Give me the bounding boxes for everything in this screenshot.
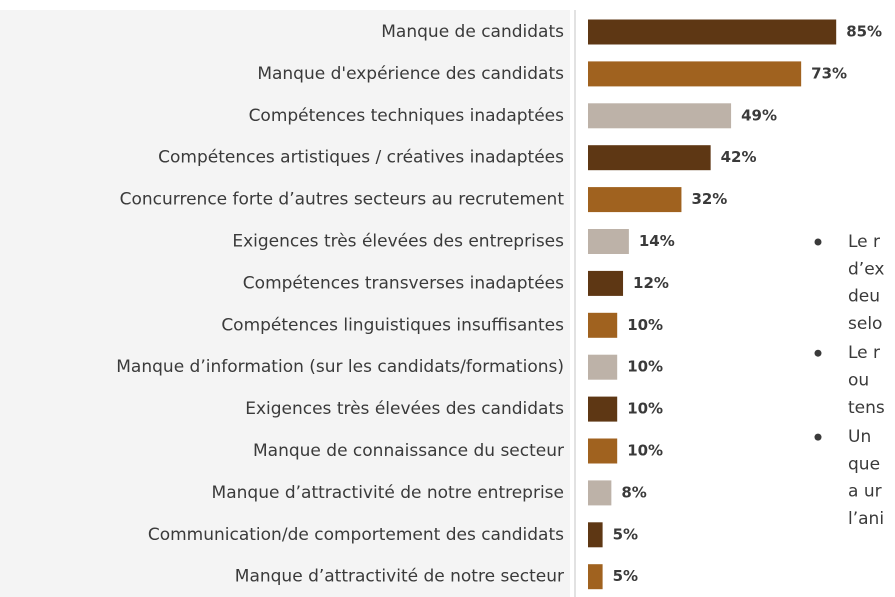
value-label: 10% [627, 358, 663, 376]
note-text: ou [848, 371, 869, 391]
bar [588, 229, 629, 254]
value-label: 42% [721, 148, 757, 166]
note-text: que [848, 454, 880, 474]
value-label: 14% [639, 232, 675, 250]
category-label: Compétences artistiques / créatives inad… [158, 148, 564, 168]
bar [588, 19, 837, 45]
note-text: selo [848, 314, 882, 334]
category-label: Communication/de comportement des candid… [148, 525, 564, 545]
bar [588, 145, 711, 171]
bullet [814, 349, 822, 357]
note-text: l’ani [848, 509, 884, 529]
note-text: Le r [848, 343, 880, 363]
bar [588, 312, 618, 338]
bullet [814, 433, 822, 441]
value-label: 5% [613, 525, 638, 543]
category-label: Compétences transverses inadaptées [243, 273, 564, 293]
bar [588, 480, 612, 506]
note-text: Un [848, 427, 871, 447]
note-text: tens [848, 398, 885, 418]
category-label: Concurrence forte d’autres secteurs au r… [120, 190, 565, 210]
category-label: Manque de candidats [381, 22, 564, 42]
value-label: 5% [613, 567, 638, 585]
value-label: 12% [633, 274, 669, 292]
bullet [814, 238, 822, 246]
bar [588, 61, 802, 87]
bar [588, 103, 732, 129]
category-label: Exigences très élevées des candidats [245, 399, 564, 419]
category-label: Exigences très élevées des entreprises [232, 232, 564, 252]
category-label: Compétences techniques inadaptées [249, 106, 565, 126]
category-label: Compétences linguistiques insuffisantes [221, 315, 564, 335]
bar [588, 354, 618, 380]
bar [588, 396, 618, 422]
note-text: d’ex [848, 259, 884, 279]
value-label: 10% [627, 442, 663, 460]
note-text: deu [848, 287, 880, 307]
bar [588, 522, 603, 548]
bar [588, 564, 603, 590]
note-text: Le r [848, 232, 880, 252]
category-label: Manque de connaissance du secteur [253, 441, 564, 461]
category-label: Manque d’attractivité de notre secteur [235, 567, 564, 587]
value-label: 10% [627, 400, 663, 418]
value-label: 32% [691, 190, 727, 208]
note-text: a ur [848, 482, 882, 502]
value-label: 73% [811, 64, 847, 82]
bar [588, 187, 682, 213]
value-label: 10% [627, 316, 663, 334]
value-label: 85% [846, 23, 882, 41]
label-panel [0, 10, 570, 597]
bar [588, 270, 624, 296]
category-label: Manque d’information (sur les candidats/… [116, 357, 564, 377]
value-label: 49% [741, 106, 777, 124]
category-label: Manque d’attractivité de notre entrepris… [212, 483, 564, 503]
value-label: 8% [621, 483, 646, 501]
category-label: Manque d'expérience des candidats [257, 64, 564, 84]
bar [588, 438, 618, 464]
